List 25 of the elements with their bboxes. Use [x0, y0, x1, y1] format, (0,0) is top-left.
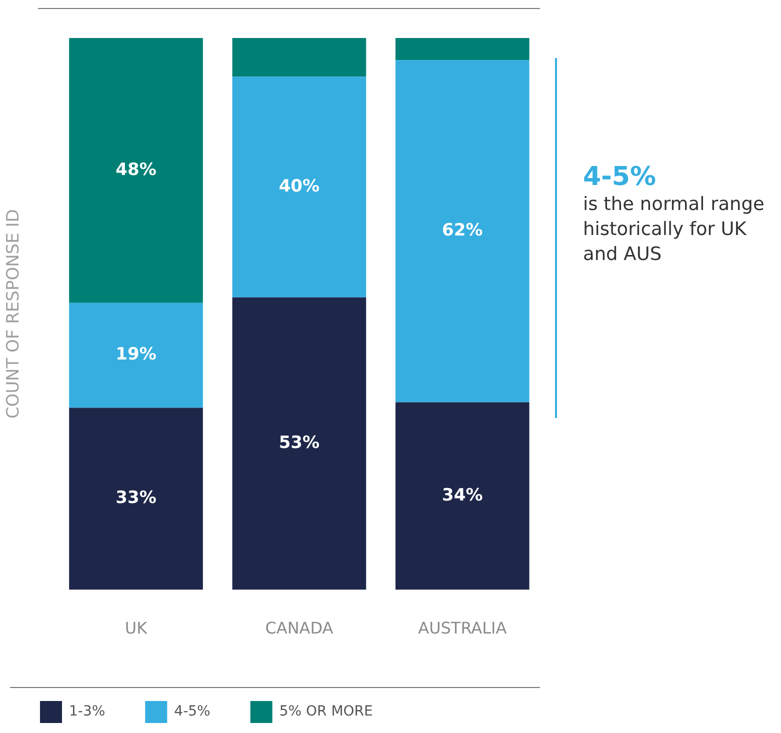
data-label: 48%: [116, 160, 156, 180]
data-label: 34%: [442, 485, 483, 506]
data-label: 33%: [116, 488, 156, 508]
data-label: 62%: [442, 220, 483, 241]
x-tick-label: CANADA: [265, 618, 334, 638]
x-tick-label: UK: [124, 618, 148, 638]
bar: [232, 297, 366, 590]
bar: [69, 302, 203, 408]
bar: [232, 76, 366, 298]
legend-label: 1-3%: [69, 704, 106, 720]
legend-label: 4-5%: [174, 704, 210, 720]
bar: [69, 408, 203, 590]
data-label: 19%: [116, 344, 156, 365]
text: 4-5%: [583, 162, 658, 192]
data-label: 53%: [278, 432, 320, 453]
text: is the normal range historically for UK and AUS: [583, 193, 766, 267]
legend-label: 5% OR MORE: [279, 704, 373, 720]
bar: [232, 38, 366, 77]
bar: [395, 38, 530, 60]
bar: [69, 38, 203, 303]
y-axis-title: COUNT OF RESPONSE ID: [4, 209, 24, 419]
data-label: 40%: [278, 176, 320, 196]
bar: [395, 60, 530, 402]
bar: [395, 402, 530, 590]
x-tick-label: AUSTRALIA: [418, 618, 507, 638]
